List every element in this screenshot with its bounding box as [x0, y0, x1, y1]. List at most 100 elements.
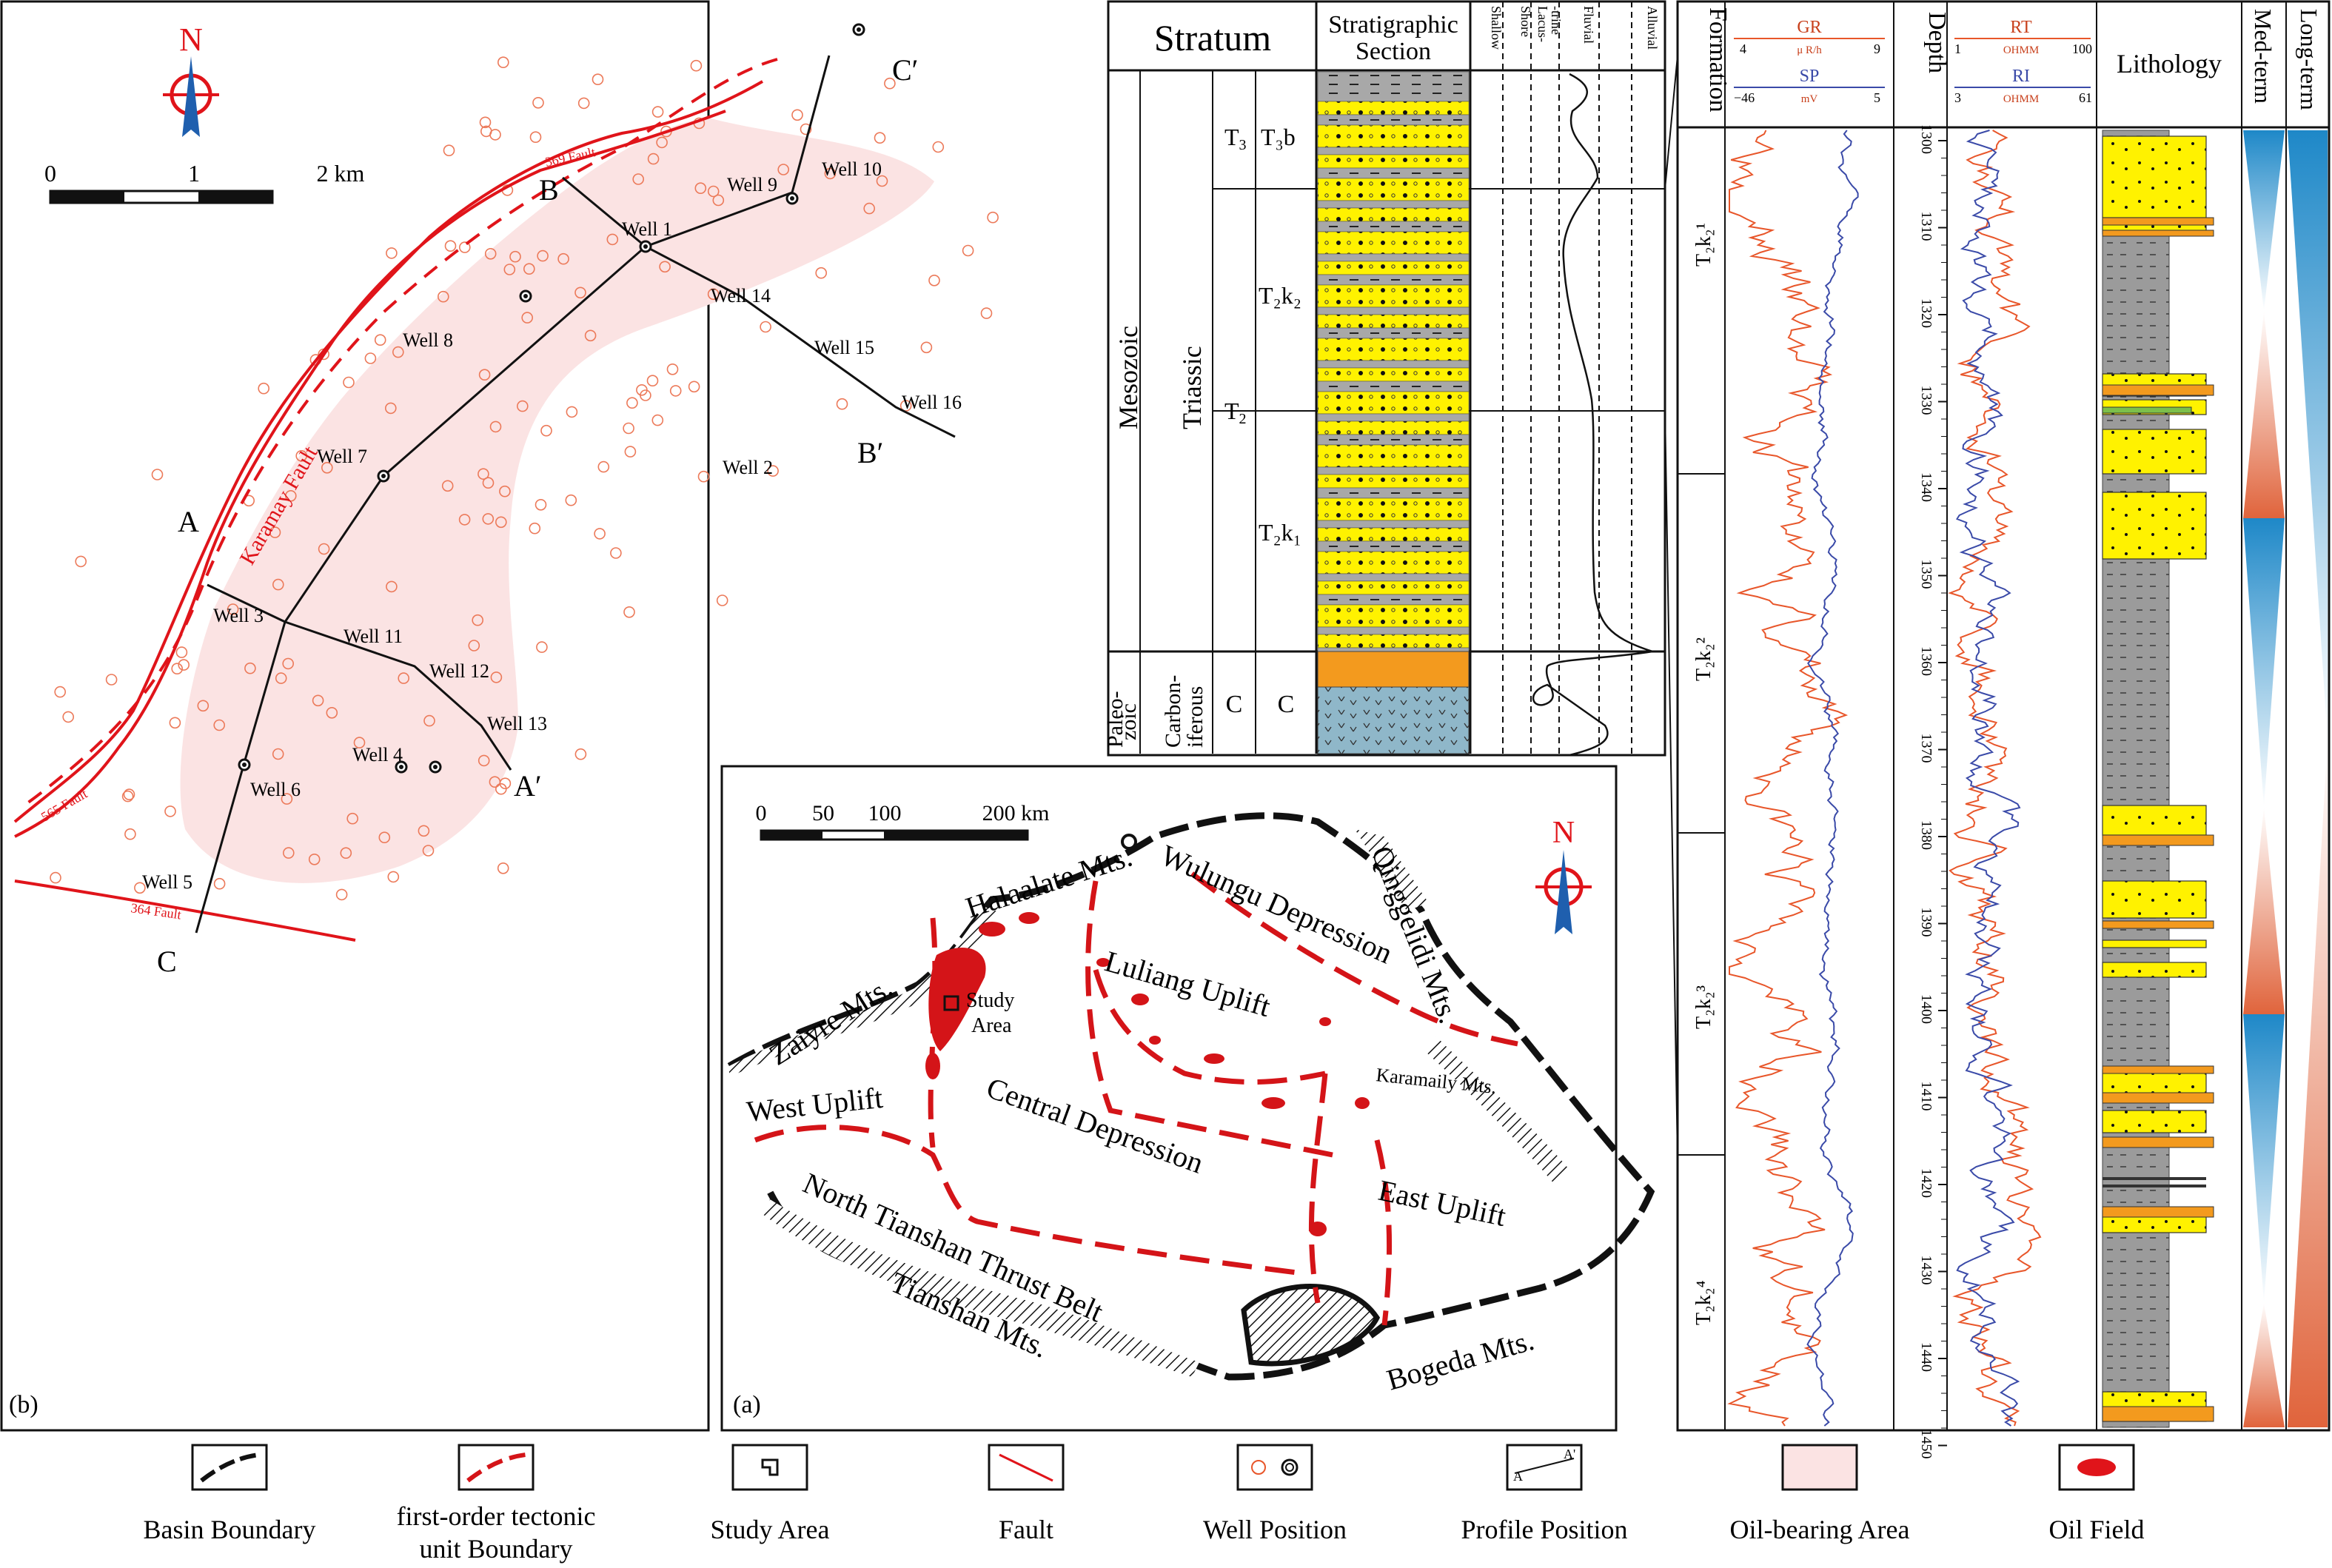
log-header-depth: Depth: [1923, 12, 1951, 73]
label-bogeda: Bogeda Mts.: [1383, 1323, 1538, 1397]
sandstone-bed: [2102, 880, 2207, 919]
profile-bb: [562, 176, 956, 438]
well-dot: [374, 334, 386, 346]
label-wulungu: Wulungu Depression: [1156, 838, 1397, 970]
lithology-column: [2102, 130, 2214, 1428]
well-dot: [227, 603, 239, 615]
well-label: Well 1: [622, 218, 672, 240]
well-dot: [932, 141, 945, 153]
sand-layer: [1317, 314, 1470, 329]
well-dot: [105, 674, 118, 686]
well-dot: [503, 264, 516, 275]
env-lacus1: Lacus-: [1535, 6, 1550, 42]
conglomerate-layer: [1317, 651, 1470, 688]
panel-a: 0 50 100 200 km N: [720, 765, 1655, 1432]
well-dot: [928, 274, 940, 287]
legend-oilarea-label: Oil-bearing Area: [1730, 1515, 1910, 1544]
well-dot: [516, 400, 529, 412]
panel-b-label: (b): [9, 1391, 38, 1418]
well-label: Well 12: [429, 660, 489, 682]
label-B: B: [539, 173, 559, 207]
well-dot: [577, 97, 590, 110]
log-header-lithology: Lithology: [2117, 49, 2222, 78]
carboniferous-layer: [1317, 686, 1470, 754]
well-dot: [458, 241, 471, 253]
gr-min: 4: [1740, 41, 1746, 56]
mud-layer: [1317, 147, 1470, 155]
well-dot: [777, 164, 789, 175]
med-term-cycle: [2243, 807, 2285, 1014]
well-label: Well 14: [711, 285, 771, 306]
well-label: Well 3: [213, 605, 264, 626]
sand-layer: [1317, 338, 1470, 361]
strat-section-layers: [1317, 71, 1470, 754]
cycle-columns: [2243, 130, 2328, 1427]
conglomerate-bed: [2102, 1206, 2214, 1218]
well-dot: [497, 56, 509, 68]
sand-layer: [1317, 284, 1470, 308]
well-dot: [537, 249, 549, 262]
env-shore: Shore: [1518, 6, 1533, 37]
well-dot: [244, 662, 256, 674]
mud-layer: [1317, 381, 1470, 392]
gr-name: GR: [1797, 18, 1821, 37]
well-dot: [651, 106, 664, 118]
legend-tectonic: first-order tectonic unit Boundary: [397, 1444, 595, 1564]
mud-layer: [1317, 221, 1470, 232]
well-dot: [418, 825, 430, 837]
well-dot: [874, 132, 886, 144]
well-dot: [707, 185, 720, 198]
well-dot: [632, 173, 645, 185]
unit-t3b: T₃b: [1261, 124, 1296, 150]
legend-study: Study Area: [711, 1444, 830, 1544]
well-dot: [980, 307, 993, 319]
rt-min: 1: [1954, 41, 1961, 56]
well-dot: [364, 352, 377, 364]
mud-layer: [1317, 114, 1470, 126]
sp-unit: mV: [1801, 93, 1818, 105]
depth-label: 1450: [1918, 1430, 1934, 1459]
label-A: A: [178, 505, 199, 538]
label-zaiyre: Zaiyre Mts.: [763, 971, 898, 1072]
well-dot: [535, 498, 547, 511]
well-dot: [478, 369, 491, 381]
well-dot: [282, 657, 295, 670]
scale-bar-a: 0 50 100 200 km: [756, 801, 1049, 841]
well-dot: [884, 77, 896, 90]
sandstone-bed: [2102, 492, 2207, 560]
well-dot: [499, 777, 512, 789]
label-karamaily: Karamaily Mts.: [1375, 1064, 1497, 1098]
sp-min: −46: [1734, 90, 1755, 105]
well-dot: [437, 290, 449, 303]
well-label: Well 8: [403, 329, 453, 351]
well-dot: [197, 700, 210, 712]
well-dot: [62, 711, 74, 723]
well-dot: [623, 422, 634, 435]
well-dot: [479, 116, 492, 129]
well-dot: [574, 748, 587, 760]
zone-4: T₂k₂⁴: [1692, 1281, 1715, 1325]
well-dot: [151, 469, 164, 480]
well-dot: [50, 871, 61, 884]
sandstone-bed: [2102, 962, 2207, 978]
well-dot: [529, 131, 542, 143]
label-area: Area: [971, 1014, 1012, 1037]
well-dot: [269, 526, 281, 538]
med-term-cycle: [2243, 311, 2285, 518]
mud-layer: [1317, 573, 1470, 582]
well-dot: [532, 97, 544, 109]
ri-curve: [1956, 130, 2021, 1427]
well-dot: [489, 421, 502, 433]
well-dot: [272, 578, 284, 591]
tectonic-boundaries: [754, 871, 1518, 1326]
legend-profile-label: Profile Position: [1461, 1515, 1627, 1544]
well-dot: [876, 175, 888, 187]
sand-layer: [1317, 367, 1470, 382]
well-dot: [716, 594, 728, 606]
depth-label: 1360: [1918, 646, 1934, 676]
well-dot: [594, 528, 606, 540]
rt-max: 100: [2072, 41, 2092, 56]
label-east: East Uplift: [1376, 1173, 1509, 1233]
fault-dashed: [21, 58, 778, 808]
well-dot: [574, 287, 586, 299]
